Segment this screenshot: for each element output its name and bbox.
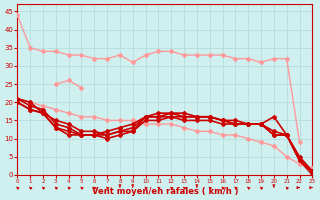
X-axis label: Vent moyen/en rafales ( km/h ): Vent moyen/en rafales ( km/h ) xyxy=(92,187,238,196)
